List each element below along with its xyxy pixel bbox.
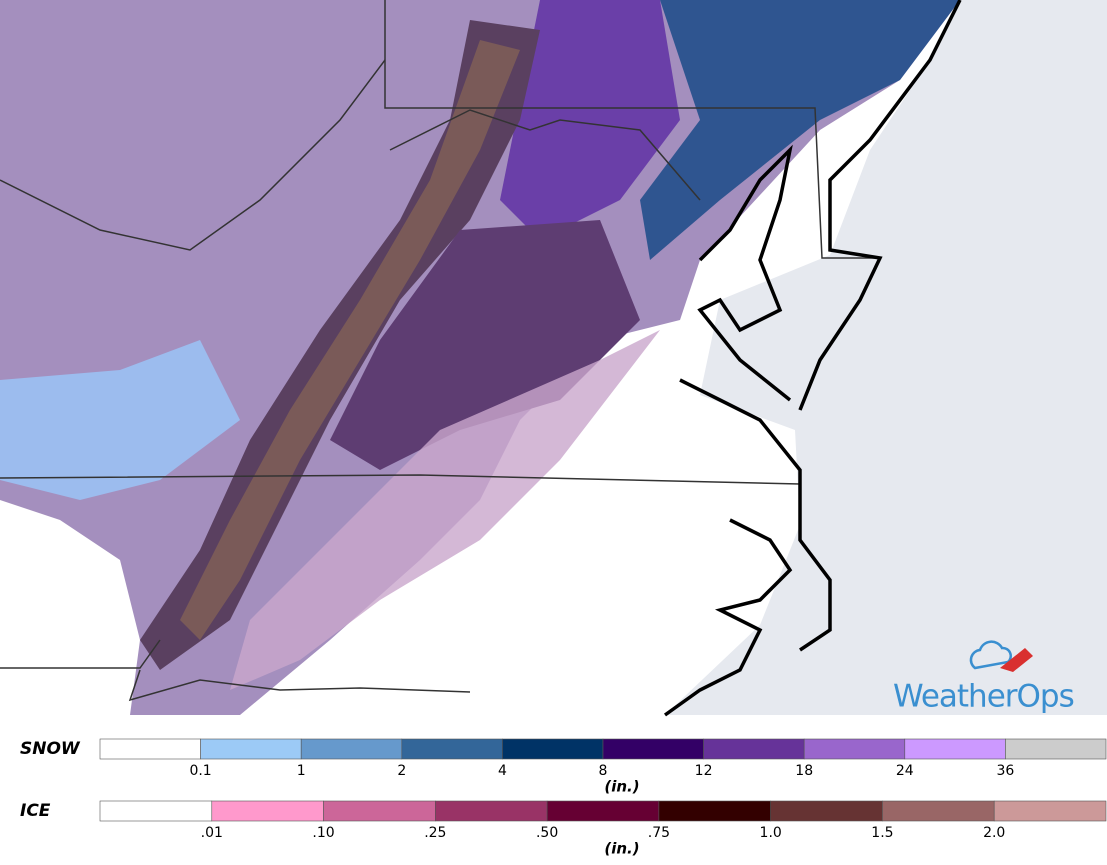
legend-swatch — [882, 800, 995, 822]
legend-label: 2 — [397, 763, 406, 779]
ice-area — [180, 40, 520, 640]
legend-label: 12 — [695, 763, 713, 779]
logo-text: WeatherOps — [893, 679, 1074, 715]
legend-label: 24 — [896, 763, 914, 779]
logo-icon — [1000, 648, 1033, 672]
snow-area — [640, 0, 960, 260]
legend-swatch — [435, 800, 548, 822]
map: WeatherOps — [0, 0, 1107, 717]
legend-unit: (in.) — [604, 840, 639, 858]
legend-swatch — [200, 738, 302, 760]
legend-swatch — [993, 800, 1107, 822]
legend-label: .25 — [424, 825, 446, 841]
legend-swatch — [770, 800, 883, 822]
snow-area — [500, 0, 680, 240]
legend-label: .01 — [201, 825, 223, 841]
legend-title: SNOW — [20, 739, 81, 759]
snow-area — [330, 220, 640, 470]
logo: WeatherOps — [893, 640, 1075, 715]
legend-unit: (in.) — [604, 778, 639, 796]
snow-area — [0, 340, 240, 500]
legend-label: 0.1 — [189, 763, 211, 779]
legend-label: .10 — [312, 825, 334, 841]
legend-swatch — [502, 738, 604, 760]
borders — [0, 0, 880, 702]
legend-swatch — [703, 738, 805, 760]
legend-swatch — [323, 800, 436, 822]
legend-swatch — [401, 738, 503, 760]
legend-swatch — [904, 738, 1006, 760]
legend-swatch — [99, 738, 201, 760]
legend-swatch — [300, 738, 403, 760]
legend-swatch — [602, 738, 704, 760]
legend-label: 1 — [297, 763, 306, 779]
ice-area — [230, 330, 660, 690]
legend-swatch — [546, 800, 660, 822]
legend-label: 1.5 — [871, 825, 893, 841]
legend-swatch — [658, 800, 771, 822]
legend-label: 36 — [996, 763, 1014, 779]
legend-label: .50 — [536, 825, 558, 841]
legend-swatch — [1005, 738, 1107, 760]
legend-label: .75 — [648, 825, 670, 841]
legend-label: 8 — [599, 763, 608, 779]
legend-label: 18 — [795, 763, 813, 779]
legend-label: 2.0 — [983, 825, 1005, 841]
legend-label: 4 — [498, 763, 507, 779]
logo-icon — [969, 640, 1012, 670]
legend-swatch — [211, 800, 324, 822]
legend-swatch — [803, 738, 906, 760]
ocean — [665, 0, 1107, 715]
coastline — [663, 0, 962, 717]
legend-title: ICE — [20, 801, 51, 821]
legend-swatch — [99, 800, 213, 822]
legend-label: 1.0 — [760, 825, 782, 841]
